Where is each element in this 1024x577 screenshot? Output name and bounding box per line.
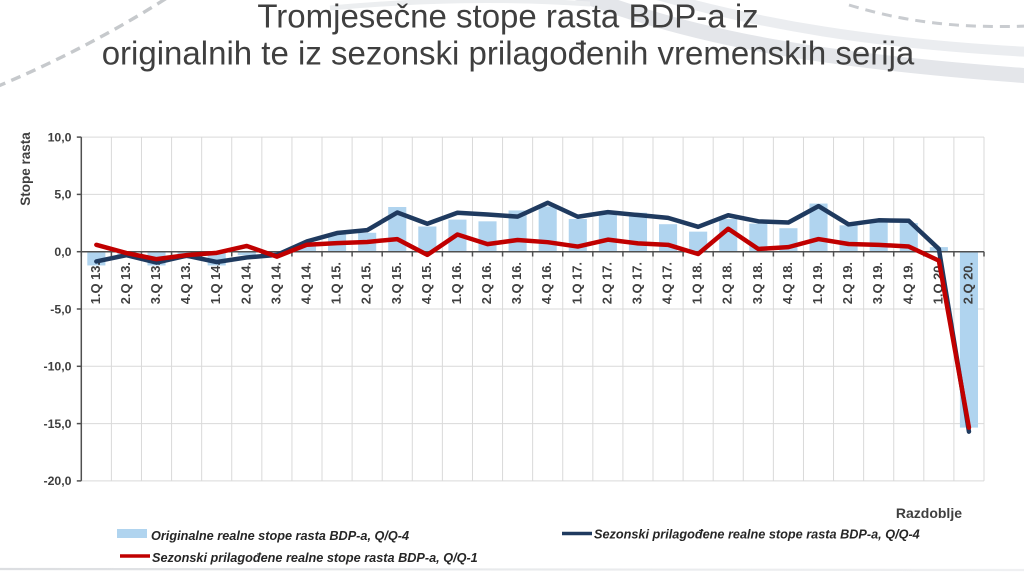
svg-text:1.Q 17.: 1.Q 17.	[569, 262, 584, 304]
svg-text:4.Q 13.: 4.Q 13.	[178, 262, 193, 304]
svg-text:1.Q 18.: 1.Q 18.	[690, 262, 705, 304]
svg-text:Razdoblje: Razdoblje	[896, 505, 962, 521]
svg-text:1.Q 19.: 1.Q 19.	[810, 262, 825, 304]
svg-text:10,0: 10,0	[48, 130, 72, 144]
svg-text:2.Q 19.: 2.Q 19.	[840, 262, 855, 304]
svg-text:2.Q 14.: 2.Q 14.	[238, 262, 253, 304]
svg-text:-10,0: -10,0	[43, 360, 71, 374]
svg-text:originalnih te iz sezonski pri: originalnih te iz sezonski prilagođenih …	[102, 35, 915, 72]
svg-text:2.Q 17.: 2.Q 17.	[599, 262, 614, 304]
svg-text:4.Q 18.: 4.Q 18.	[780, 262, 795, 304]
svg-text:-20,0: -20,0	[43, 474, 71, 488]
svg-text:3.Q 14.: 3.Q 14.	[268, 262, 283, 304]
svg-text:Sezonski prilagođene realne st: Sezonski prilagođene realne stope rasta …	[594, 528, 920, 542]
svg-text:3.Q 15.: 3.Q 15.	[389, 262, 404, 304]
svg-text:1.Q 13.: 1.Q 13.	[88, 262, 103, 304]
svg-text:3.Q 19.: 3.Q 19.	[870, 262, 885, 304]
svg-text:4.Q 15.: 4.Q 15.	[419, 262, 434, 304]
svg-text:2.Q 20.: 2.Q 20.	[960, 262, 975, 304]
svg-text:-15,0: -15,0	[43, 417, 71, 431]
svg-text:2.Q 18.: 2.Q 18.	[720, 262, 735, 304]
svg-text:1.Q 15.: 1.Q 15.	[329, 262, 344, 304]
svg-text:Originalne realne stope rasta: Originalne realne stope rasta BDP-a, Q/Q…	[151, 529, 409, 543]
svg-text:3.Q 16.: 3.Q 16.	[509, 262, 524, 304]
svg-text:1.Q 14.: 1.Q 14.	[208, 262, 223, 304]
svg-text:4.Q 19.: 4.Q 19.	[900, 262, 915, 304]
svg-text:Tromjesečne stope rasta BDP-a: Tromjesečne stope rasta BDP-a iz	[257, 0, 758, 35]
svg-text:3.Q 17.: 3.Q 17.	[629, 262, 644, 304]
svg-text:2.Q 15.: 2.Q 15.	[359, 262, 374, 304]
svg-text:4.Q 14.: 4.Q 14.	[298, 262, 313, 304]
svg-text:3.Q 13.: 3.Q 13.	[148, 262, 163, 304]
svg-text:Stope rasta: Stope rasta	[18, 132, 33, 206]
svg-text:4.Q 16.: 4.Q 16.	[539, 262, 554, 304]
svg-text:4.Q 17.: 4.Q 17.	[660, 262, 675, 304]
svg-text:2.Q 16.: 2.Q 16.	[479, 262, 494, 304]
svg-text:1.Q 16.: 1.Q 16.	[449, 262, 464, 304]
svg-text:2.Q 13.: 2.Q 13.	[118, 262, 133, 304]
svg-text:Sezonski prilagođene realne st: Sezonski prilagođene realne stope rasta …	[152, 551, 478, 565]
svg-text:-5,0: -5,0	[50, 302, 71, 316]
svg-text:3.Q 18.: 3.Q 18.	[750, 262, 765, 304]
svg-text:0,0: 0,0	[54, 245, 71, 259]
svg-text:5,0: 5,0	[54, 188, 71, 202]
